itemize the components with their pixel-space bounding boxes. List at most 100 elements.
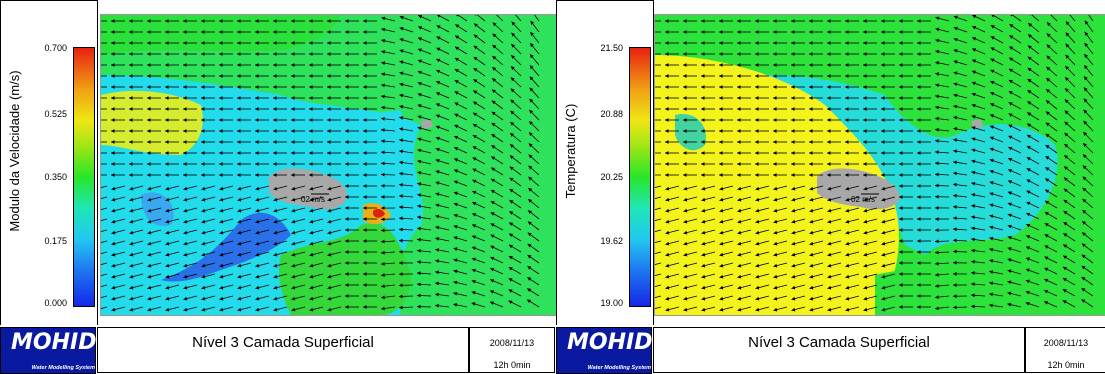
flow-arrowhead	[972, 48, 977, 52]
flow-arrowhead	[381, 94, 385, 99]
flow-arrowhead	[809, 96, 813, 100]
flow-arrowhead	[701, 162, 705, 166]
flow-arrowhead	[971, 248, 975, 253]
flow-arrowhead	[1008, 113, 1013, 117]
flow-arrowhead	[492, 67, 497, 71]
flow-arrowhead	[219, 230, 224, 235]
flow-arrowhead	[219, 296, 224, 301]
flow-arrowhead	[273, 63, 277, 67]
flow-arrowhead	[1026, 223, 1031, 228]
flow-arrowhead	[345, 294, 349, 298]
flow-arrowhead	[755, 296, 760, 301]
flow-arrowhead	[345, 63, 349, 67]
flow-arrowhead	[255, 296, 260, 301]
flow-arrowhead	[183, 19, 187, 23]
flow-arrowhead	[665, 219, 670, 224]
flow-arrowhead	[971, 226, 975, 231]
colorbar-tick: 19.62	[600, 236, 623, 246]
flow-arrowhead	[755, 186, 760, 191]
flow-arrowhead	[530, 20, 535, 25]
flow-arrowhead	[791, 241, 796, 246]
flow-arrowhead	[683, 263, 688, 268]
flow-arrowhead	[345, 162, 349, 166]
flow-arrowhead	[845, 230, 850, 235]
flow-arrowhead	[509, 222, 514, 226]
flow-arrowhead	[791, 285, 796, 290]
flow-arrowhead	[219, 74, 223, 78]
flow-arrowhead	[809, 230, 814, 235]
flow-arrowhead	[845, 162, 849, 166]
flow-arrowhead	[701, 118, 705, 122]
flow-arrowhead	[527, 221, 532, 226]
flow-arrowhead	[309, 173, 313, 177]
flow-arrowhead	[809, 19, 813, 23]
flow-arrowhead	[791, 19, 795, 23]
flow-arrowhead	[147, 307, 152, 312]
flow-arrowhead	[989, 158, 994, 163]
flow-arrowhead	[454, 124, 459, 129]
flow-arrowhead	[755, 96, 759, 100]
flow-arrowhead	[737, 230, 742, 235]
flow-arrowhead	[665, 162, 669, 166]
flow-arrowhead	[755, 118, 759, 122]
flow-arrowhead	[165, 230, 170, 235]
flow-arrowhead	[492, 22, 497, 27]
flow-arrowhead	[454, 113, 459, 118]
flow-arrowhead	[165, 252, 170, 257]
flow-arrowhead	[1084, 54, 1088, 58]
flow-arrowhead	[237, 173, 241, 177]
flow-arrowhead	[953, 49, 958, 53]
flow-arrowhead	[472, 190, 477, 195]
flow-arrowhead	[345, 173, 349, 177]
flow-arrowhead	[399, 104, 404, 109]
flow-arrowhead	[255, 107, 259, 111]
flow-arrowhead	[791, 162, 795, 166]
flow-arrowhead	[129, 30, 133, 34]
flow-arrowhead	[129, 107, 133, 111]
flow-arrowhead	[1081, 243, 1086, 248]
flow-arrowhead	[417, 115, 422, 119]
flow-arrowhead	[237, 307, 242, 312]
flow-arrowhead	[237, 74, 241, 78]
flow-arrowhead	[471, 279, 476, 284]
flow-arrowhead	[129, 74, 133, 78]
flow-arrowhead	[1064, 88, 1069, 93]
flow-arrowhead	[363, 283, 367, 287]
flow-arrowhead	[399, 194, 403, 198]
flow-arrowhead	[309, 285, 314, 290]
flow-arrowhead	[737, 162, 741, 166]
flow-arrowhead	[1044, 278, 1049, 283]
flow-arrowhead	[456, 15, 459, 17]
flow-arrowhead	[417, 237, 421, 242]
flow-arrowhead	[899, 305, 903, 309]
flow-arrowhead	[935, 38, 940, 43]
flow-arrowhead	[1062, 289, 1067, 293]
flow-arrowhead	[165, 30, 169, 34]
flow-arrowhead	[129, 241, 134, 246]
flow-arrowhead	[111, 41, 115, 45]
flow-arrowhead	[683, 230, 688, 235]
flow-arrowhead	[773, 219, 778, 224]
flow-arrowhead	[773, 19, 777, 23]
flow-arrowhead	[1008, 180, 1013, 184]
flow-arrowhead	[309, 30, 313, 34]
flow-arrowhead	[436, 69, 441, 74]
flow-arrowhead	[510, 144, 514, 148]
green-region	[279, 223, 411, 315]
flow-arrowhead	[791, 41, 795, 45]
flow-arrowhead	[255, 129, 259, 133]
flow-arrowhead	[1083, 109, 1088, 114]
flow-arrowhead	[719, 274, 724, 279]
flow-arrowhead	[111, 252, 116, 257]
flow-arrowhead	[417, 104, 422, 108]
flow-arrowhead	[845, 263, 850, 268]
flow-arrowhead	[147, 140, 151, 144]
date-box: 2008/11/13 12h 0min	[469, 327, 555, 373]
flow-arrowhead	[737, 129, 741, 133]
colorbar	[73, 47, 95, 307]
flow-arrowhead	[472, 146, 477, 150]
flow-arrowhead	[381, 139, 385, 144]
flow-arrowhead	[129, 129, 133, 133]
flow-arrowhead	[1007, 302, 1012, 307]
flow-arrowhead	[863, 30, 867, 34]
